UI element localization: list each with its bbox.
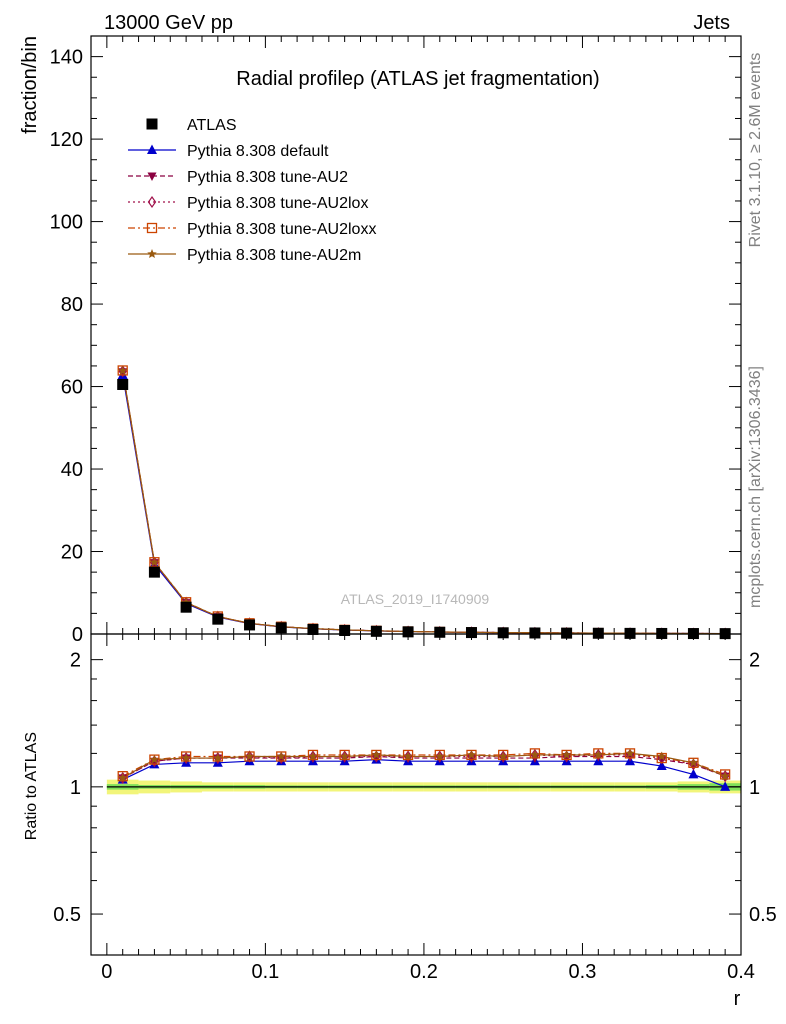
x-tick-label: 0	[101, 961, 112, 983]
legend-item-default: Pythia 8.308 default	[128, 143, 329, 160]
ratio-y-axis-label: Ratio to ATLAS	[23, 732, 40, 840]
x-tick-label: 0.2	[410, 961, 438, 983]
legend-item-data: ATLAS	[146, 117, 237, 134]
ratio-point-au2m	[625, 748, 635, 758]
legend-marker-data	[146, 118, 158, 130]
mcplots-label: mcplots.cern.ch [arXiv:1306.3436]	[747, 366, 764, 608]
legend-label-au2lox: Pythia 8.308 tune-AU2lox	[187, 195, 368, 212]
point-data	[624, 627, 636, 639]
ratio-line-au2m	[122, 752, 726, 779]
point-data	[212, 613, 224, 625]
x-tick-label: 0.1	[251, 961, 279, 983]
legend-label-au2m: Pythia 8.308 tune-AU2m	[187, 247, 361, 264]
ratio-frame	[90, 633, 742, 956]
rivet-version-label: Rivet 3.1.10, ≥ 2.6M events	[747, 53, 764, 248]
main-y-tick-label: 80	[61, 294, 83, 316]
ratio-point-au2m	[435, 751, 445, 761]
legend-marker-au2	[147, 172, 157, 181]
legend-label-au2loxx: Pythia 8.308 tune-AU2loxx	[187, 221, 376, 238]
ratio-point-au2m	[339, 751, 350, 761]
legend-label-default: Pythia 8.308 default	[187, 143, 329, 160]
ratio-point-au2m	[466, 749, 477, 759]
point-data	[592, 627, 604, 639]
ratio-point-default	[656, 760, 667, 771]
main-y-tick-label: 120	[50, 129, 83, 151]
legend-label-data: ATLAS	[187, 117, 237, 134]
x-axis-label: r	[734, 988, 741, 1010]
point-data	[339, 624, 351, 636]
legend-item-au2loxx: Pythia 8.308 tune-AU2loxx	[128, 221, 376, 238]
x-tick-label: 0.4	[727, 961, 755, 983]
legend-marker-au2m	[147, 249, 157, 259]
ratio-y-tick-label: 0.5	[53, 904, 81, 926]
ratio-y-tick-label-right: 2	[749, 650, 760, 672]
point-data	[465, 627, 477, 639]
legend-marker-au2lox	[147, 195, 157, 209]
point-data	[370, 625, 382, 637]
main-title: Radial profileρ (ATLAS jet fragmentation…	[236, 68, 599, 90]
point-data	[275, 622, 287, 634]
main-y-tick-label: 40	[61, 459, 83, 481]
point-data	[244, 619, 256, 631]
ratio-point-au2m	[720, 771, 730, 781]
ratio-point-au2m	[308, 751, 318, 761]
ratio-point-au2m	[213, 753, 223, 763]
point-au2m	[117, 365, 128, 375]
ratio-point-au2m	[530, 749, 540, 759]
legend-item-au2lox: Pythia 8.308 tune-AU2lox	[128, 195, 368, 212]
main-y-axis-label: fraction/bin	[19, 36, 41, 134]
point-data	[561, 627, 573, 639]
ratio-point-au2m	[688, 757, 699, 767]
header-right-label: Jets	[693, 12, 730, 34]
ratio-y-tick-label-right: 0.5	[749, 904, 777, 926]
point-data	[148, 566, 160, 578]
point-data	[434, 626, 446, 638]
ratio-point-au2m	[593, 749, 604, 759]
legend-item-au2: Pythia 8.308 tune-AU2	[128, 169, 348, 186]
point-data	[402, 626, 414, 638]
x-tick-label: 0.3	[569, 961, 597, 983]
point-data	[307, 623, 319, 635]
main-title-text: Radial profileρ (ATLAS jet fragmentation…	[236, 68, 599, 90]
point-data	[497, 627, 509, 639]
ratio-point-au2m	[276, 751, 286, 761]
legend-item-au2m: Pythia 8.308 tune-AU2m	[128, 247, 361, 264]
main-y-tick-label: 140	[50, 47, 83, 69]
legend-marker-au2loxx	[146, 222, 158, 234]
ratio-point-au2m	[244, 751, 255, 761]
ratio-point-au2m	[371, 749, 382, 759]
point-data	[180, 601, 192, 613]
point-au2m	[149, 557, 160, 567]
ratio-panel: 0.5 0.5 1 1 2 2 0 0.1 0.2 0.3 0.4	[53, 633, 777, 983]
ratio-point-default	[688, 768, 699, 779]
ratio-point-au2loxx	[719, 769, 731, 780]
ratio-line-default	[122, 759, 726, 788]
main-y-tick-label: 60	[61, 377, 83, 399]
ratio-point-au2m	[498, 751, 508, 761]
main-y-tick-label: 20	[61, 542, 83, 564]
ratio-point-au2m	[149, 754, 160, 764]
main-y-tick-label: 100	[50, 212, 83, 234]
ratio-point-au2loxx	[117, 771, 128, 782]
ratio-y-tick-label-right: 1	[749, 777, 760, 799]
ratio-point-au2m	[656, 751, 667, 761]
ratio-point-au2m	[117, 772, 128, 782]
ratio-point-au2m	[181, 753, 191, 763]
legend-marker-default	[147, 144, 157, 154]
ratio-y-tick-label: 1	[70, 777, 81, 799]
point-data	[529, 627, 541, 639]
legend-label-au2: Pythia 8.308 tune-AU2	[187, 169, 348, 186]
ratio-point-au2m	[403, 751, 413, 761]
main-panel: 0 20 40 60 80 100 120 140	[50, 35, 742, 646]
ratio-point-au2m	[561, 749, 572, 759]
point-data	[117, 378, 129, 390]
main-y-tick-label: 0	[72, 624, 83, 646]
header-left-label: 13000 GeV pp	[104, 12, 233, 34]
ratio-point-default	[720, 781, 731, 791]
legend: ATLAS Pythia 8.308 default Pythia 8.308 tu…	[128, 117, 376, 264]
analysis-watermark: ATLAS_2019_I1740909	[341, 591, 490, 607]
ratio-y-tick-label: 2	[70, 650, 81, 672]
